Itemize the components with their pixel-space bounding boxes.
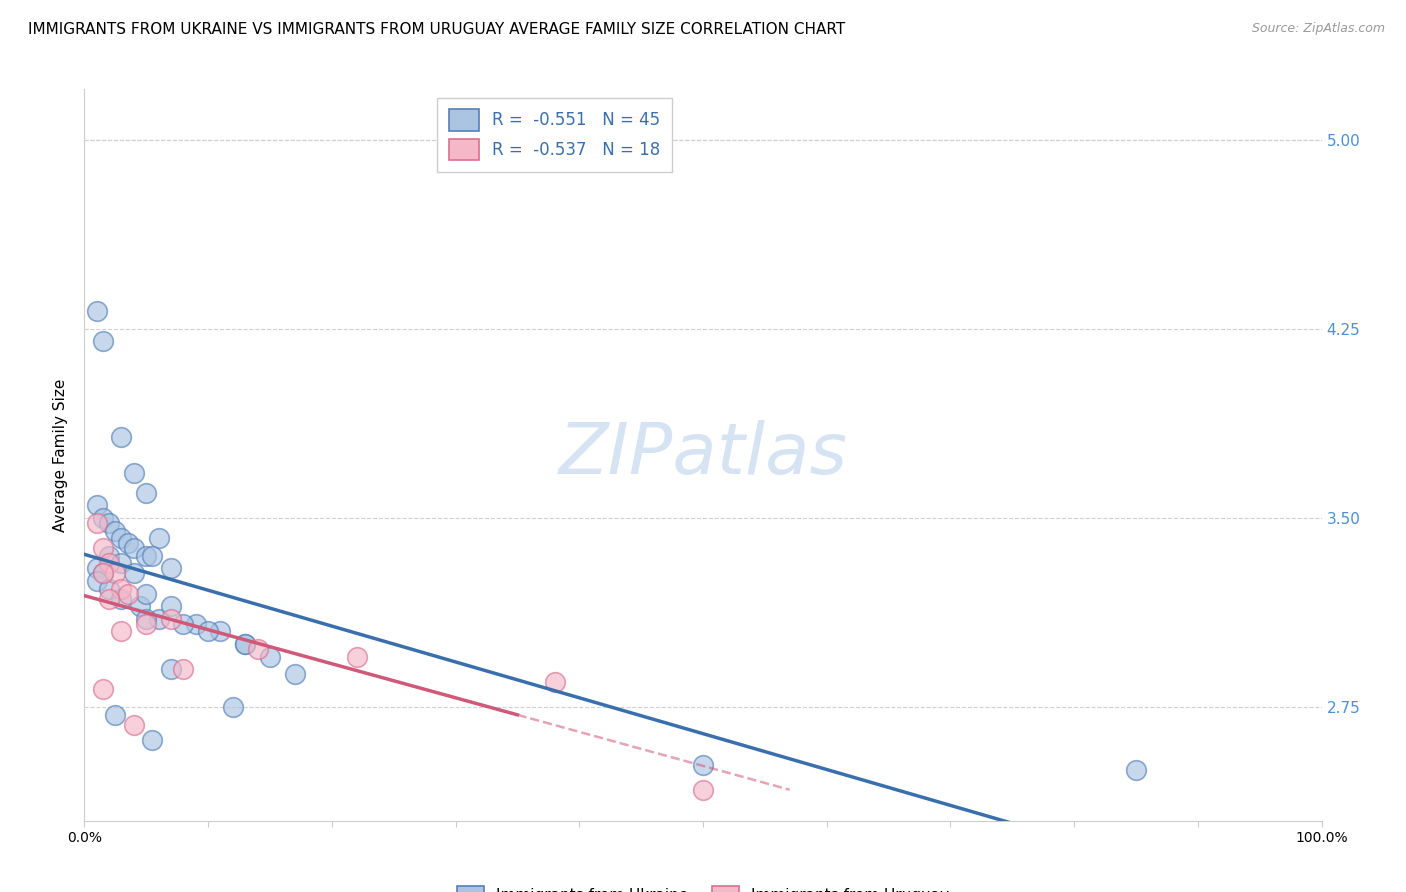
Point	[98, 516, 121, 530]
Y-axis label: Average Family Size: Average Family Size	[53, 378, 69, 532]
Point	[98, 591, 121, 606]
Point	[117, 536, 139, 550]
Point	[160, 561, 183, 575]
Text: Source: ZipAtlas.com: Source: ZipAtlas.com	[1251, 22, 1385, 36]
Point	[233, 637, 256, 651]
Point	[86, 561, 108, 575]
Legend: Immigrants from Ukraine, Immigrants from Uruguay: Immigrants from Ukraine, Immigrants from…	[450, 880, 956, 892]
Point	[110, 430, 132, 444]
Point	[117, 587, 139, 601]
Point	[91, 566, 114, 581]
Point	[98, 549, 121, 563]
Point	[1125, 763, 1147, 777]
Point	[91, 334, 114, 349]
Point	[86, 574, 108, 588]
Point	[122, 566, 145, 581]
Point	[197, 624, 219, 639]
Point	[148, 531, 170, 545]
Point	[135, 549, 157, 563]
Point	[543, 674, 565, 689]
Point	[104, 707, 127, 722]
Point	[184, 616, 207, 631]
Point	[110, 531, 132, 545]
Point	[135, 616, 157, 631]
Point	[91, 511, 114, 525]
Point	[141, 549, 163, 563]
Point	[86, 499, 108, 513]
Point	[172, 662, 194, 676]
Point	[209, 624, 232, 639]
Point	[91, 541, 114, 556]
Point	[141, 733, 163, 747]
Point	[98, 557, 121, 571]
Point	[233, 637, 256, 651]
Point	[160, 612, 183, 626]
Point	[122, 466, 145, 480]
Point	[91, 682, 114, 697]
Point	[122, 541, 145, 556]
Point	[222, 700, 245, 714]
Point	[259, 649, 281, 664]
Point	[122, 718, 145, 732]
Point	[172, 616, 194, 631]
Point	[91, 566, 114, 581]
Point	[135, 485, 157, 500]
Point	[692, 783, 714, 797]
Point	[129, 599, 152, 614]
Point	[104, 524, 127, 538]
Point	[135, 612, 157, 626]
Point	[246, 642, 269, 657]
Point	[86, 304, 108, 318]
Point	[135, 587, 157, 601]
Point	[110, 591, 132, 606]
Point	[98, 582, 121, 596]
Point	[284, 667, 307, 681]
Point	[110, 582, 132, 596]
Point	[160, 662, 183, 676]
Point	[148, 612, 170, 626]
Point	[110, 624, 132, 639]
Point	[86, 516, 108, 530]
Text: IMMIGRANTS FROM UKRAINE VS IMMIGRANTS FROM URUGUAY AVERAGE FAMILY SIZE CORRELATI: IMMIGRANTS FROM UKRAINE VS IMMIGRANTS FR…	[28, 22, 845, 37]
Text: ZIPatlas: ZIPatlas	[558, 420, 848, 490]
Point	[160, 599, 183, 614]
Point	[346, 649, 368, 664]
Point	[110, 557, 132, 571]
Point	[692, 758, 714, 772]
Point	[104, 566, 127, 581]
